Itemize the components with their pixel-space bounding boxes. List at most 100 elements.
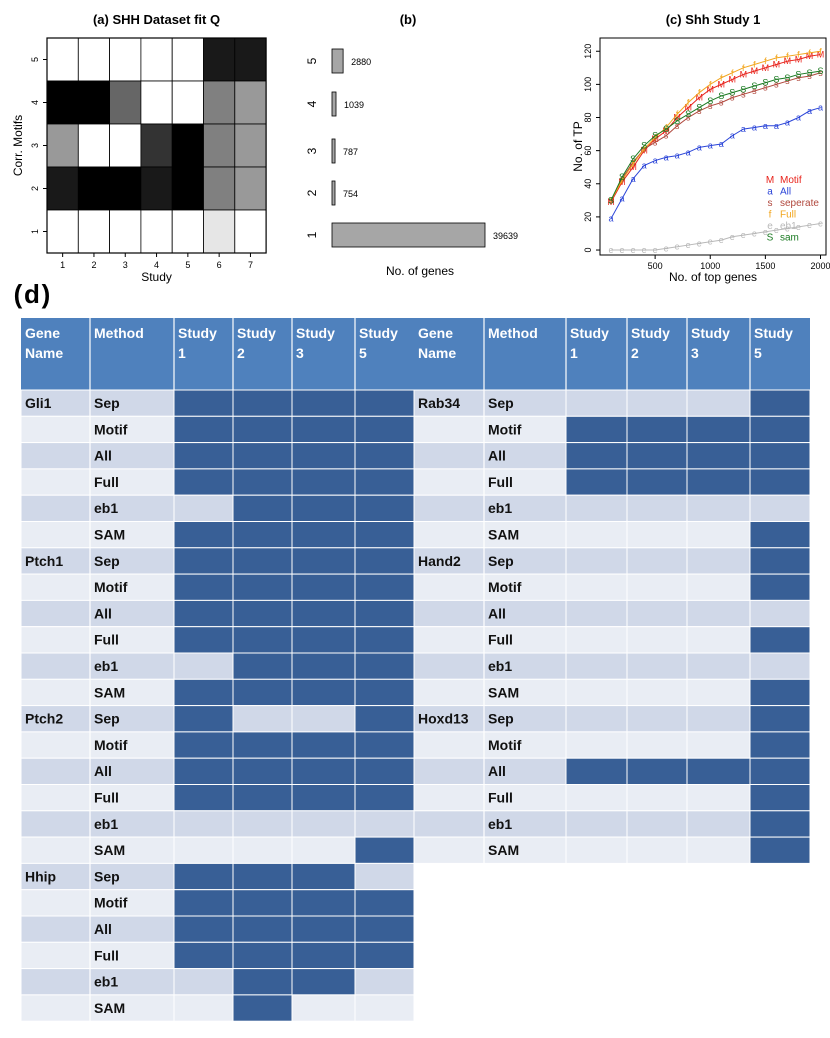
legend-label: Full [780, 210, 796, 221]
legend-label: eb1 [780, 221, 797, 232]
study-cell-filled [232, 757, 293, 786]
method-name: Sep [488, 711, 514, 727]
study-cell-filled [232, 573, 293, 601]
series-point: f [621, 175, 624, 185]
left-block-header-bg [21, 318, 414, 390]
heatmap-cell [203, 166, 236, 211]
series-point: e [807, 220, 812, 230]
study-cell-empty [173, 810, 234, 838]
study-cell-empty [686, 836, 751, 864]
bar-value-label: 787 [343, 147, 358, 157]
study-cell-empty [686, 784, 751, 812]
study-cell-filled [232, 415, 293, 444]
study-cell-filled [749, 731, 811, 759]
series-point: f [643, 144, 646, 154]
study-cell-filled [291, 599, 356, 628]
study-cell-filled [354, 547, 415, 575]
method-name: Full [94, 632, 119, 648]
study-cell-filled [354, 757, 415, 786]
study-cell-filled [354, 652, 415, 680]
method-name: eb1 [94, 500, 118, 516]
study-cell-filled [626, 757, 688, 786]
series-point: S [707, 96, 713, 106]
series-point: s [752, 86, 757, 96]
study-cell-filled [232, 941, 293, 970]
study-cell-filled [749, 468, 811, 496]
row-label-bg [20, 389, 175, 417]
series-point: e [642, 245, 647, 255]
series-point: a [741, 124, 746, 134]
study-cell-filled [173, 915, 234, 943]
series-point: e [653, 245, 658, 255]
study-cell-empty [626, 731, 688, 759]
study-cell-filled [291, 889, 356, 917]
heatmap-cell [77, 209, 111, 254]
series-point: S [663, 124, 669, 134]
series-point: M [795, 55, 803, 65]
x-tick-label: 1000 [700, 261, 720, 271]
series-point: f [764, 56, 767, 66]
study-cell-empty [291, 836, 356, 864]
study-cell-filled [749, 705, 811, 733]
study-cell-filled [173, 889, 234, 917]
study-cell-filled [232, 547, 293, 575]
heatmap-cell [46, 123, 79, 168]
y-tick-label: 5 [30, 57, 40, 62]
study-cell-empty [232, 810, 293, 838]
gene-name: Hand2 [418, 553, 461, 569]
x-axis-label: No. of genes [386, 264, 454, 278]
study-cell-filled [173, 705, 234, 733]
study-cell-filled [626, 415, 688, 444]
series-point: S [641, 141, 647, 151]
series-point: S [740, 84, 746, 94]
study-cell-empty [686, 521, 751, 549]
study-cell-filled [354, 705, 415, 733]
study-cell-empty [749, 652, 811, 680]
study-cell-filled [749, 784, 811, 812]
study-cell-empty [626, 389, 688, 417]
study-cell-empty [354, 994, 415, 1022]
y-tick-label: 3 [30, 143, 40, 148]
panel-a-title: (a) SHH Dataset fit Q [93, 12, 220, 27]
study-cell-empty [626, 599, 688, 628]
study-cell-empty [686, 494, 751, 523]
series-point: e [719, 235, 724, 245]
bar [331, 48, 344, 74]
series-point: a [697, 142, 702, 152]
series-point: S [685, 109, 691, 119]
heatmap-cell [140, 166, 173, 211]
row-label-bg [20, 757, 175, 786]
method-name: SAM [488, 527, 519, 543]
study-cell-filled [354, 889, 415, 917]
series-point: S [718, 91, 724, 101]
study-cell-empty [565, 652, 628, 680]
heatmap-cell [77, 123, 111, 168]
study-cell-filled [749, 547, 811, 575]
study-cell-filled [686, 757, 751, 786]
study-cell-filled [354, 573, 415, 601]
study-cell-filled [565, 415, 628, 444]
study-cell-empty [686, 705, 751, 733]
series-point: M [629, 162, 637, 172]
series-point: M [751, 66, 759, 76]
x-tick-label: 500 [648, 261, 663, 271]
study-cell-filled [232, 889, 293, 917]
study-cell-empty [565, 389, 628, 417]
series-line [610, 54, 821, 203]
series-point: f [731, 68, 734, 78]
study-cell-filled [291, 573, 356, 601]
study-cell-filled [173, 941, 234, 970]
study-cell-empty [686, 599, 751, 628]
method-name: Motif [94, 737, 128, 753]
heatmap-cell [46, 37, 79, 82]
study-cell-filled [354, 941, 415, 970]
study-cell-empty [565, 599, 628, 628]
study-cell-filled [291, 521, 356, 549]
row-label-bg [20, 599, 175, 628]
series-point: s [796, 73, 801, 83]
study-cell-filled [565, 757, 628, 786]
study-cell-filled [291, 862, 356, 891]
series-point: a [730, 131, 735, 141]
study-cell-empty [354, 810, 415, 838]
study-cell-empty [686, 573, 751, 601]
